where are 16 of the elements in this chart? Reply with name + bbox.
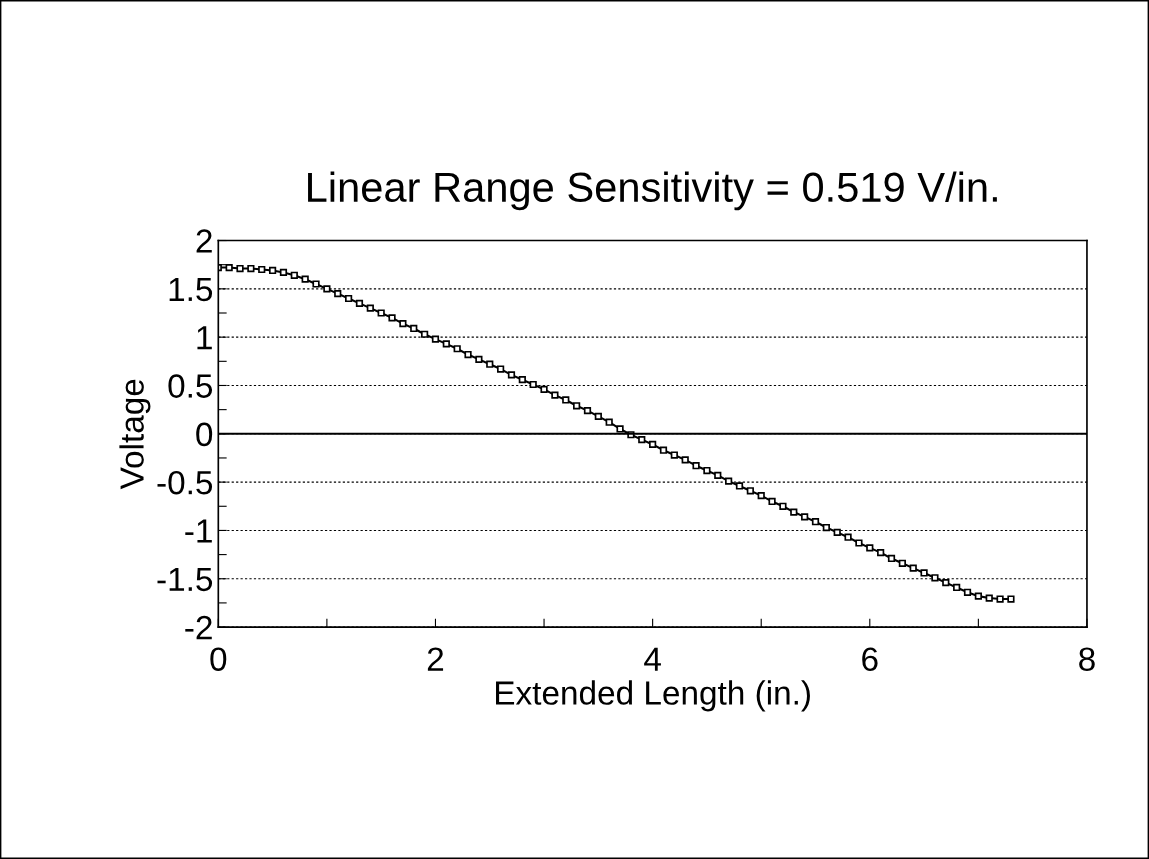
y-tick-label: 0 — [196, 422, 213, 447]
chart-title: Linear Range Sensitivity = 0.519 V/in. — [308, 171, 997, 211]
y-tick-label: 2 — [196, 229, 212, 253]
x-tick-label: 4 — [644, 647, 661, 671]
y-tick-label: 0.5 — [168, 374, 213, 398]
x-tick-label: 8 — [1079, 647, 1095, 671]
x-tick-label: 2 — [427, 647, 444, 671]
y-axis-title: Voltage — [119, 379, 151, 490]
y-tick-label: 1.5 — [169, 277, 213, 302]
y-tick-label: -2 — [185, 615, 212, 640]
y-tick-label: -1 — [185, 519, 212, 543]
x-axis-title: Extended Length (in.) — [496, 680, 810, 712]
y-tick-label: -1.5 — [157, 567, 213, 592]
y-tick-label: 1 — [197, 326, 212, 350]
x-tick-label: 6 — [862, 647, 878, 671]
y-tick-label: -0.5 — [157, 470, 213, 495]
